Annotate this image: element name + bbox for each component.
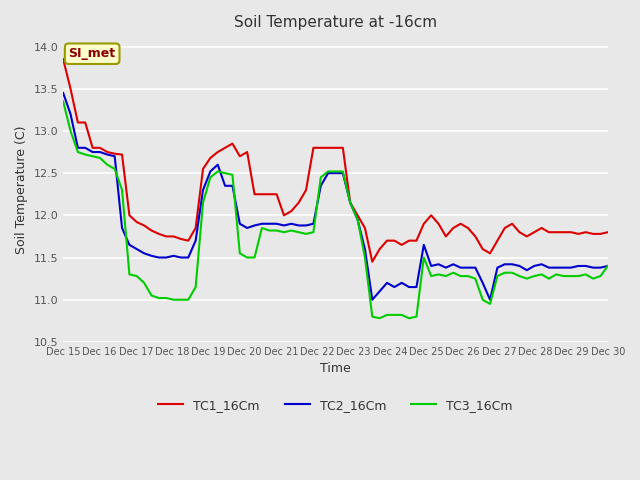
TC2_16Cm (604, 263, 612, 269)
TC3_16Cm (501, 270, 509, 276)
TC2_16Cm (369, 297, 376, 302)
TC2_16Cm (60, 90, 67, 96)
TC1_16Cm (60, 56, 67, 62)
TC3_16Cm (479, 297, 486, 302)
TC2_16Cm (516, 263, 524, 269)
Legend: TC1_16Cm, TC2_16Cm, TC3_16Cm: TC1_16Cm, TC2_16Cm, TC3_16Cm (153, 394, 518, 417)
TC1_16Cm (604, 229, 612, 235)
Line: TC3_16Cm: TC3_16Cm (63, 101, 608, 318)
TC1_16Cm (552, 229, 560, 235)
TC3_16Cm (604, 263, 612, 269)
TC1_16Cm (479, 246, 486, 252)
TC2_16Cm (479, 280, 486, 286)
X-axis label: Time: Time (320, 362, 351, 375)
TC3_16Cm (493, 273, 501, 279)
TC3_16Cm (376, 315, 383, 321)
Line: TC2_16Cm: TC2_16Cm (63, 93, 608, 300)
TC1_16Cm (493, 238, 501, 243)
Text: SI_met: SI_met (68, 47, 116, 60)
TC2_16Cm (501, 262, 509, 267)
Line: TC1_16Cm: TC1_16Cm (63, 59, 608, 262)
TC2_16Cm (104, 152, 111, 157)
TC1_16Cm (516, 229, 524, 235)
TC1_16Cm (501, 225, 509, 231)
TC2_16Cm (493, 265, 501, 271)
TC1_16Cm (369, 259, 376, 264)
TC3_16Cm (516, 273, 524, 279)
TC3_16Cm (552, 272, 560, 277)
Y-axis label: Soil Temperature (C): Soil Temperature (C) (15, 126, 28, 254)
Title: Soil Temperature at -16cm: Soil Temperature at -16cm (234, 15, 437, 30)
TC1_16Cm (104, 149, 111, 155)
TC2_16Cm (552, 265, 560, 271)
TC3_16Cm (60, 98, 67, 104)
TC3_16Cm (104, 162, 111, 168)
